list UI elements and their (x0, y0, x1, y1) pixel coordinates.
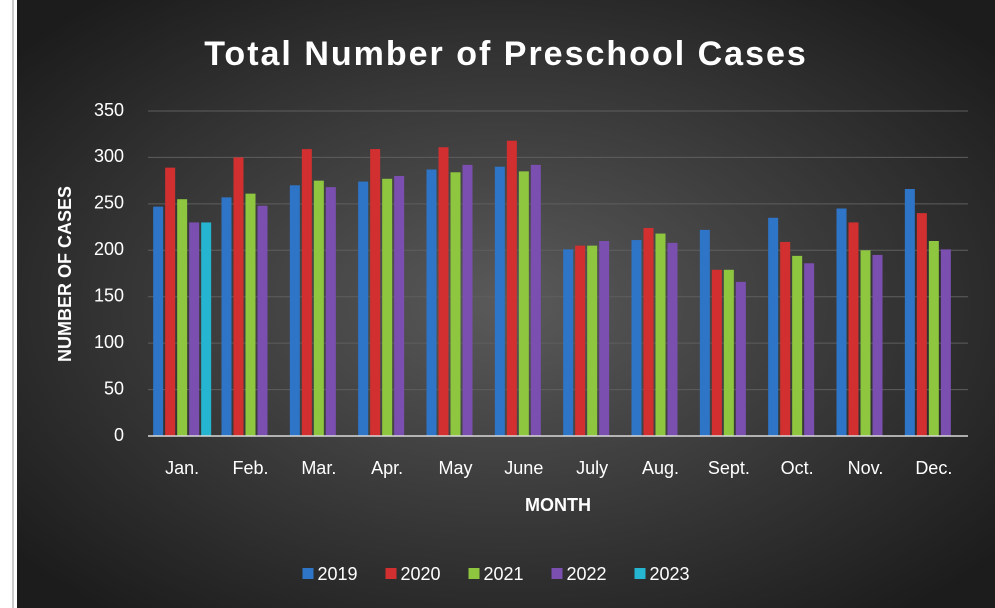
bar (599, 241, 610, 436)
y-axis-label: NUMBER OF CASES (55, 186, 75, 362)
bar (301, 149, 312, 437)
bar (928, 241, 939, 436)
bar (792, 255, 803, 436)
x-tick-label: Sept. (708, 458, 750, 478)
bar (587, 245, 598, 436)
bar (325, 187, 336, 436)
x-axis-label: MONTH (525, 495, 591, 515)
x-tick-label: Feb. (232, 458, 268, 478)
bar (358, 181, 369, 436)
bar (780, 241, 791, 436)
x-tick-label: Jan. (165, 458, 199, 478)
x-tick-label: Aug. (642, 458, 679, 478)
y-tick-label: 200 (94, 239, 124, 259)
y-tick-label: 250 (94, 193, 124, 213)
x-tick-label: Dec. (915, 458, 952, 478)
legend-swatch (634, 568, 646, 579)
bar (916, 213, 927, 436)
y-tick-label: 300 (94, 146, 124, 166)
bar (394, 176, 405, 436)
bar (667, 242, 678, 436)
bar (494, 166, 505, 436)
bar (189, 222, 200, 436)
bar (201, 222, 212, 436)
y-tick-label: 350 (94, 100, 124, 120)
bar (426, 169, 437, 436)
bar (153, 206, 164, 436)
y-tick-label: 150 (94, 285, 124, 305)
bar (257, 205, 268, 436)
y-tick-label: 0 (114, 425, 124, 445)
bar (643, 228, 654, 436)
bar (575, 245, 586, 436)
bar (723, 269, 734, 436)
bar (804, 263, 815, 436)
bar (768, 217, 779, 436)
legend-label: 2023 (650, 564, 690, 584)
bar (518, 171, 529, 436)
bar (699, 229, 710, 436)
bar (313, 180, 324, 436)
bar (848, 222, 859, 436)
bar (836, 208, 847, 436)
legend-swatch (551, 568, 563, 579)
bar (735, 281, 746, 436)
legend-label: 2021 (484, 564, 524, 584)
bar (940, 249, 951, 436)
x-tick-label: Oct. (781, 458, 814, 478)
x-tick-label: Apr. (371, 458, 403, 478)
legend-swatch (302, 568, 314, 579)
bar (233, 157, 244, 436)
chart-background (17, 0, 995, 608)
x-tick-label: Nov. (848, 458, 884, 478)
x-tick-label: June (504, 458, 543, 478)
legend-swatch (385, 568, 397, 579)
bar (563, 249, 574, 436)
y-tick-label: 100 (94, 332, 124, 352)
legend-label: 2022 (567, 564, 607, 584)
bar (221, 197, 232, 436)
bar (655, 233, 666, 436)
bar (631, 240, 642, 436)
bar (506, 140, 517, 436)
chart-title: Total Number of Preschool Cases (204, 35, 808, 73)
bar (860, 250, 871, 436)
legend-label: 2020 (401, 564, 441, 584)
bar (177, 199, 188, 436)
bar (904, 189, 915, 436)
bar (289, 185, 300, 436)
y-tick-label: 50 (104, 378, 124, 398)
bar (245, 193, 256, 436)
x-tick-label: May (438, 458, 472, 478)
bar (438, 147, 449, 436)
bar (450, 172, 461, 437)
x-tick-label: July (576, 458, 608, 478)
bar (382, 178, 393, 437)
legend-swatch (468, 568, 480, 579)
bar (462, 164, 473, 436)
bar (711, 269, 722, 436)
bar (165, 167, 176, 436)
bar (872, 254, 883, 436)
x-tick-label: Mar. (301, 458, 336, 478)
bar (370, 149, 381, 437)
legend-label: 2019 (318, 564, 358, 584)
bar (530, 164, 541, 436)
